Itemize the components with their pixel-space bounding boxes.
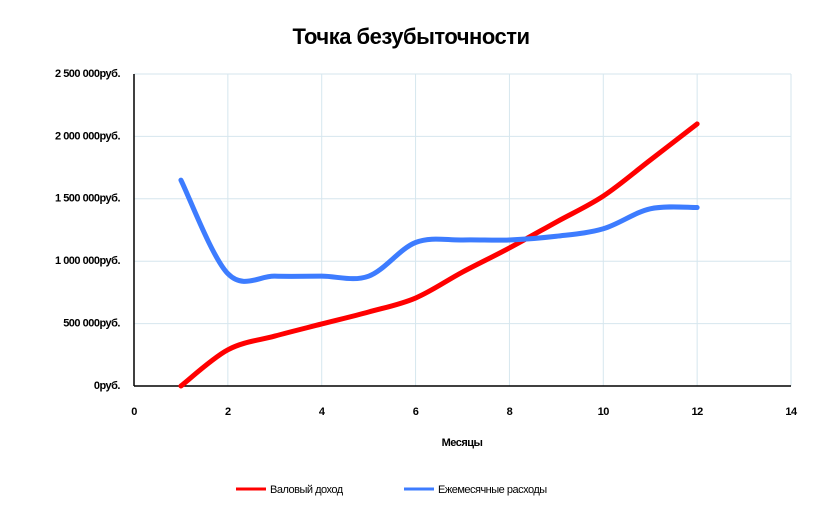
y-tick-label: 2 500 000руб. [55, 68, 120, 80]
y-tick-label: 1 500 000руб. [55, 193, 120, 205]
x-tick-label: 10 [598, 406, 610, 418]
y-tick-label: 2 000 000руб. [55, 130, 120, 142]
y-tick-label: 0руб. [94, 380, 121, 392]
x-tick-label: 4 [319, 406, 326, 418]
legend-label: Ежемесячные расходы [438, 484, 547, 496]
x-tick-label: 2 [225, 406, 231, 418]
x-tick-label: 0 [131, 406, 137, 418]
chart-title: Точка безубыточности [292, 24, 529, 49]
y-tick-label: 1 000 000руб. [55, 255, 120, 267]
x-tick-label: 14 [785, 406, 798, 418]
line [178, 177, 700, 284]
y-tick-label: 500 000руб. [63, 318, 120, 330]
legend-label: Валовый доход [270, 484, 344, 496]
x-tick-label: 8 [507, 406, 513, 418]
line [178, 121, 700, 389]
x-tick-label: 6 [413, 406, 419, 418]
x-axis-label: Месяцы [442, 437, 483, 449]
x-tick-label: 12 [692, 406, 704, 418]
